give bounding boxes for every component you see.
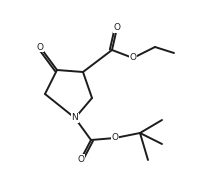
Text: O: O [130,54,136,63]
Text: O: O [37,43,43,52]
Text: O: O [77,155,84,164]
Text: N: N [72,114,78,123]
Text: O: O [112,134,118,142]
Text: O: O [113,24,121,33]
